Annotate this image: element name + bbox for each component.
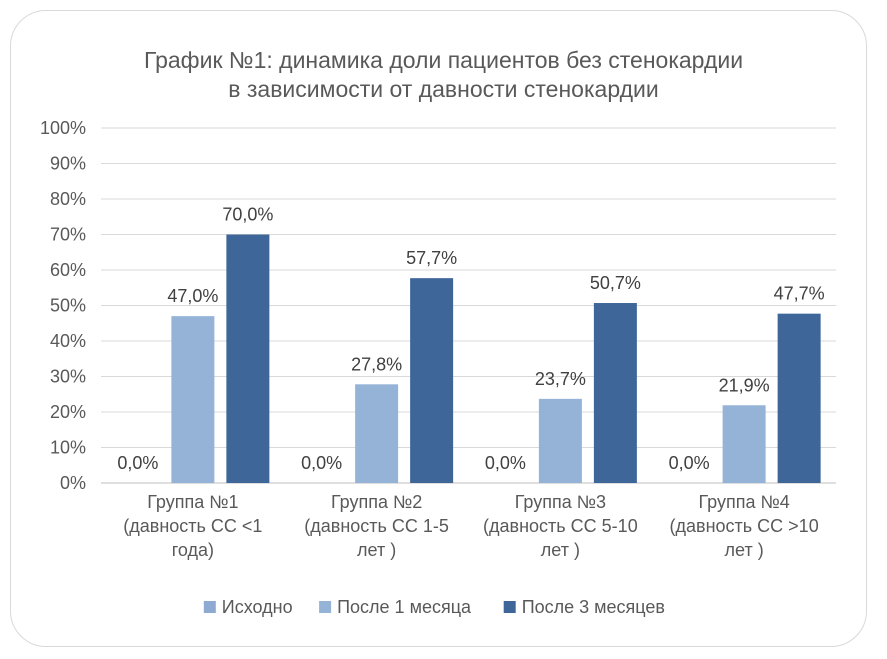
- category-label: лет ): [357, 540, 396, 560]
- category-label: Группа №3: [515, 492, 606, 512]
- y-tick-label: 80%: [50, 189, 86, 209]
- data-label: 57,7%: [406, 248, 457, 268]
- y-tick-label: 100%: [40, 118, 86, 138]
- data-label: 21,9%: [719, 375, 770, 395]
- y-tick-label: 90%: [50, 154, 86, 174]
- legend-swatch: [319, 601, 332, 613]
- chart-title-line-1: График №1: динамика доли пациентов без с…: [143, 47, 744, 73]
- category-label: года): [172, 540, 214, 560]
- y-tick-label: 70%: [50, 225, 86, 245]
- y-tick-label: 60%: [50, 260, 86, 280]
- y-tick-label: 10%: [50, 438, 86, 458]
- data-label: 27,8%: [351, 354, 402, 374]
- data-label: 70,0%: [222, 205, 273, 225]
- data-label: 0,0%: [301, 453, 342, 473]
- bar: [777, 313, 821, 483]
- legend-label: Исходно: [222, 597, 293, 617]
- legend-swatch: [503, 601, 516, 613]
- category-label: (давность СС <1: [123, 516, 262, 536]
- category-label: Группа №4: [698, 492, 789, 512]
- data-label: 47,7%: [774, 284, 825, 304]
- y-tick-label: 50%: [50, 296, 86, 316]
- bar: [171, 316, 215, 483]
- chart-title: График №1: динамика доли пациентов без с…: [0, 46, 887, 104]
- bar: [593, 303, 637, 483]
- y-tick-label: 30%: [50, 367, 86, 387]
- legend-label: После 3 месяцев: [522, 597, 665, 617]
- legend-label: После 1 месяца: [337, 597, 472, 617]
- chart-title-line-2: в зависимости от давности стенокардии: [228, 76, 659, 102]
- y-tick-label: 0%: [60, 473, 86, 493]
- data-label: 47,0%: [167, 286, 218, 306]
- data-label: 0,0%: [669, 453, 710, 473]
- category-label: лет ): [541, 540, 580, 560]
- y-tick-label: 20%: [50, 402, 86, 422]
- bar: [722, 405, 766, 483]
- category-label: (давность СС 1-5: [304, 516, 449, 536]
- data-label: 0,0%: [485, 453, 526, 473]
- bar: [538, 398, 582, 483]
- bar: [226, 234, 270, 483]
- bar: [410, 278, 454, 483]
- category-label: Группа №1: [147, 492, 238, 512]
- data-label: 0,0%: [117, 453, 158, 473]
- y-tick-label: 40%: [50, 331, 86, 351]
- data-label: 50,7%: [590, 273, 641, 293]
- legend-swatch: [203, 601, 216, 613]
- category-label: (давность СС >10: [670, 516, 819, 536]
- category-label: Группа №2: [331, 492, 422, 512]
- data-label: 23,7%: [535, 369, 586, 389]
- category-label: лет ): [725, 540, 764, 560]
- bar: [355, 384, 399, 483]
- category-label: (давность СС 5-10: [483, 516, 638, 536]
